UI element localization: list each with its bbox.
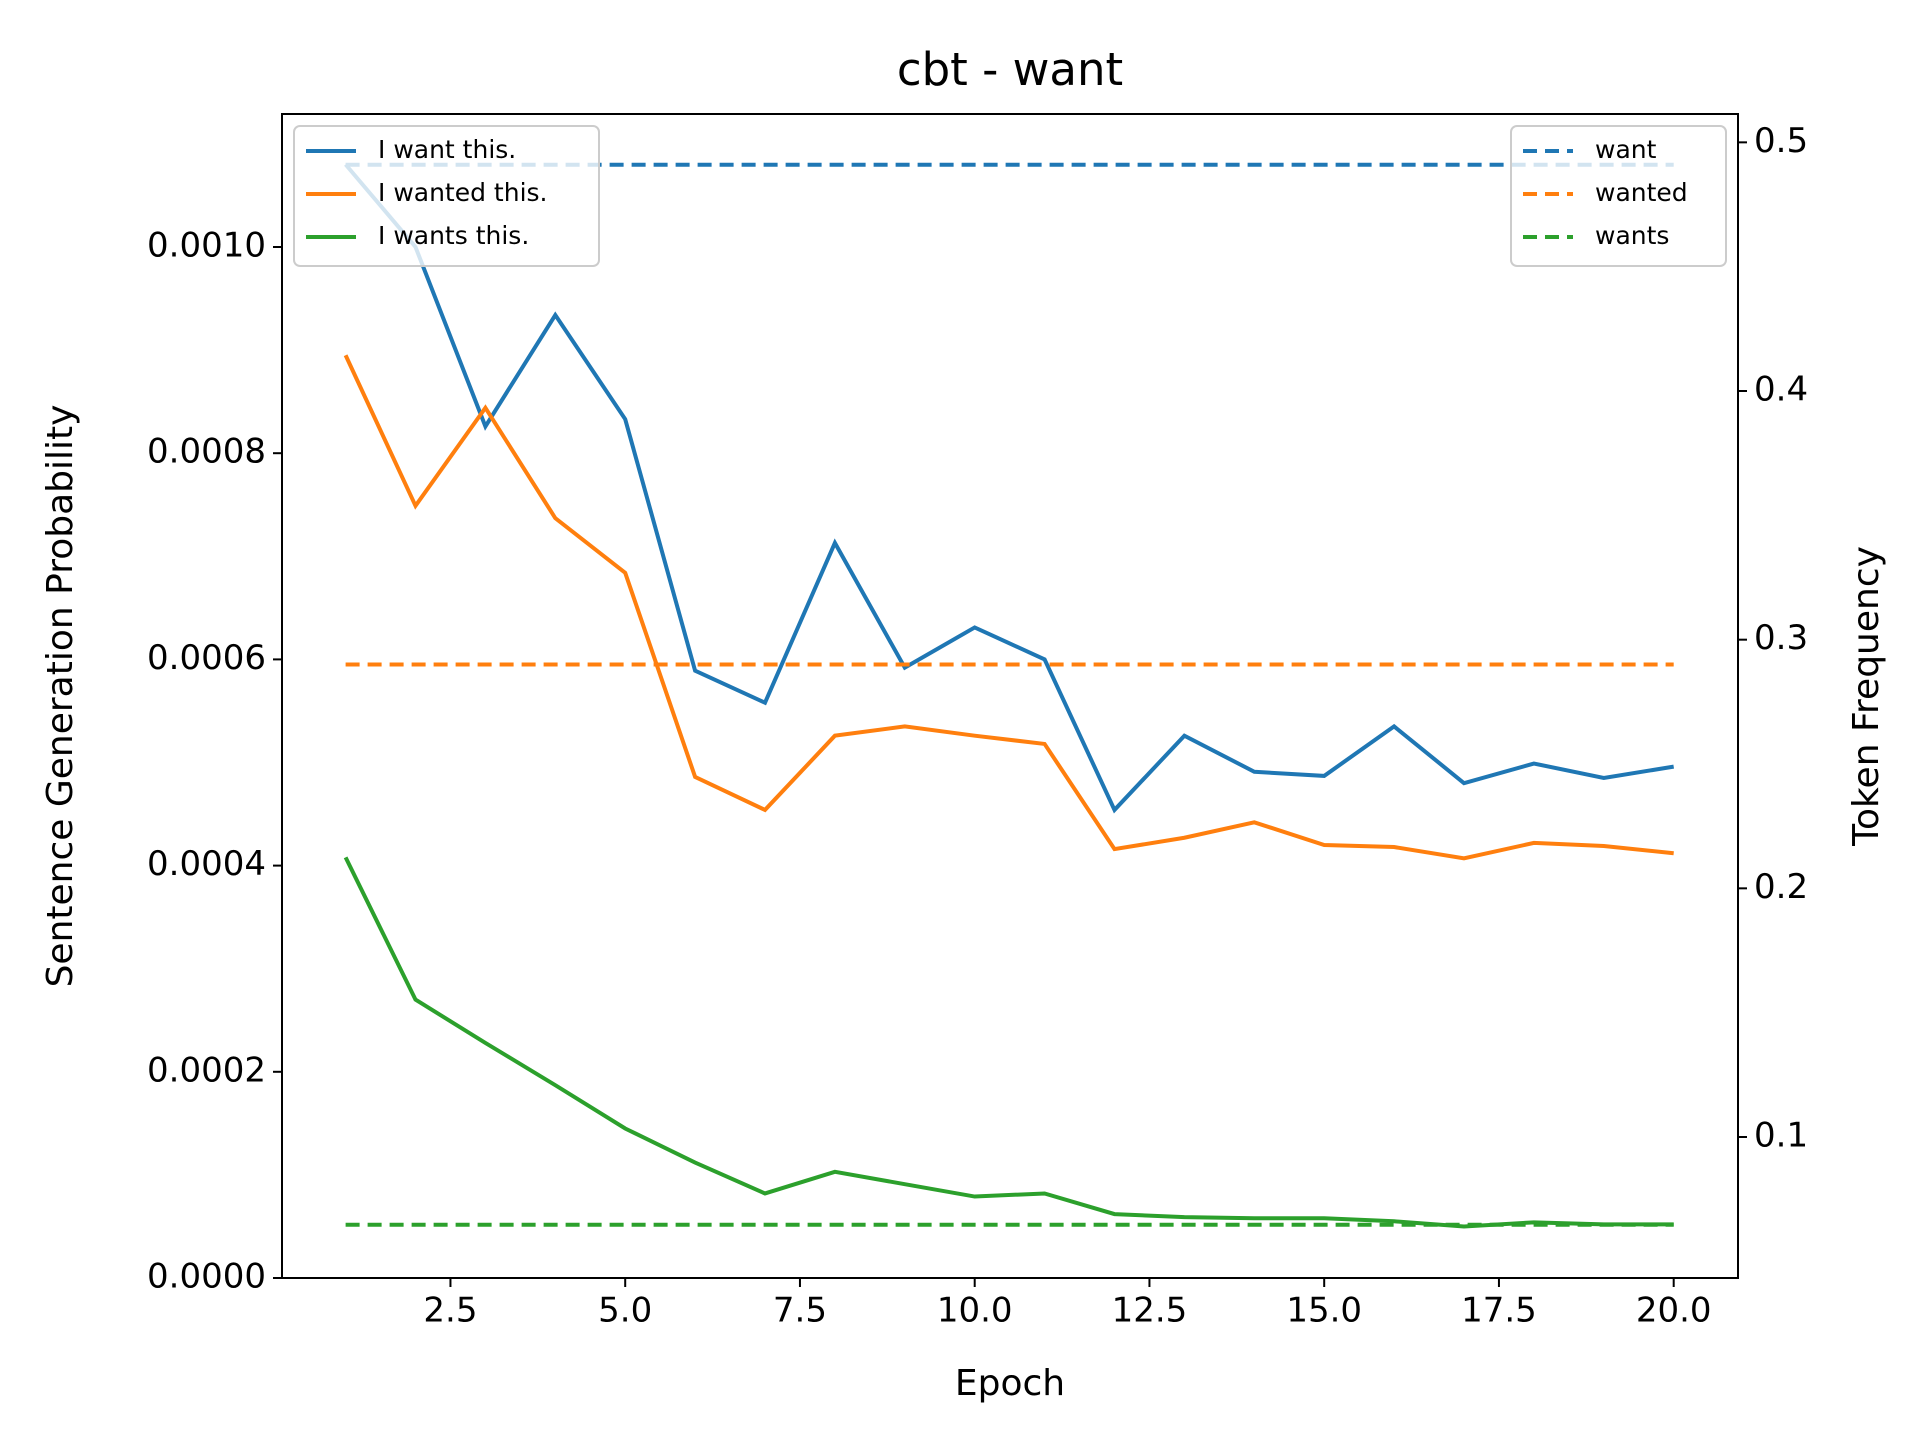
legend-label: I want this. xyxy=(378,135,516,164)
x-tick-label: 17.5 xyxy=(1461,1291,1537,1331)
legend-label: I wanted this. xyxy=(378,178,548,207)
y2-tick-label: 0.4 xyxy=(1754,370,1808,410)
y2-tick-label: 0.1 xyxy=(1754,1116,1808,1156)
plot-frame xyxy=(281,113,1739,1279)
y2-tick-label: 0.2 xyxy=(1754,867,1808,907)
series-line xyxy=(343,354,1674,861)
legend: I want this. I wanted this. I wants this. xyxy=(293,125,600,267)
y-tick-label: 0.0002 xyxy=(147,1050,266,1090)
series-line xyxy=(344,163,1675,814)
y-tick-label: 0.0008 xyxy=(147,432,266,472)
x-tick-label: 10.0 xyxy=(937,1291,1013,1331)
chart-title: cbt - want xyxy=(897,43,1123,96)
y2-tick-label: 0.3 xyxy=(1754,618,1808,658)
legend-label: wants xyxy=(1595,221,1669,250)
x-tick-label: 15.0 xyxy=(1286,1291,1362,1331)
y-tick-label: 0.0006 xyxy=(147,638,266,678)
x-tick-label: 12.5 xyxy=(1112,1291,1188,1331)
y2-axis-label: Token Frequency xyxy=(1846,546,1887,847)
legend-label: I wants this. xyxy=(378,221,529,250)
legend-box xyxy=(293,125,600,267)
y-axis-label: Sentence Generation Probability xyxy=(40,405,81,988)
legend-label: wanted xyxy=(1595,178,1688,207)
legend-label: want xyxy=(1595,135,1657,164)
y2-tick-label: 0.5 xyxy=(1754,121,1808,161)
x-tick-label: 7.5 xyxy=(773,1291,827,1331)
y-tick-label: 0.0000 xyxy=(147,1257,266,1297)
x-tick-label: 2.5 xyxy=(423,1291,477,1331)
legend: want wanted wants xyxy=(1510,125,1727,267)
x-tick-label: 5.0 xyxy=(598,1291,652,1331)
x-axis-label: Epoch xyxy=(955,1363,1065,1404)
x-tick-label: 20.0 xyxy=(1636,1291,1712,1331)
y-tick-label: 0.0010 xyxy=(147,225,266,265)
legend-box xyxy=(1510,125,1727,267)
y-tick-label: 0.0004 xyxy=(147,844,266,884)
